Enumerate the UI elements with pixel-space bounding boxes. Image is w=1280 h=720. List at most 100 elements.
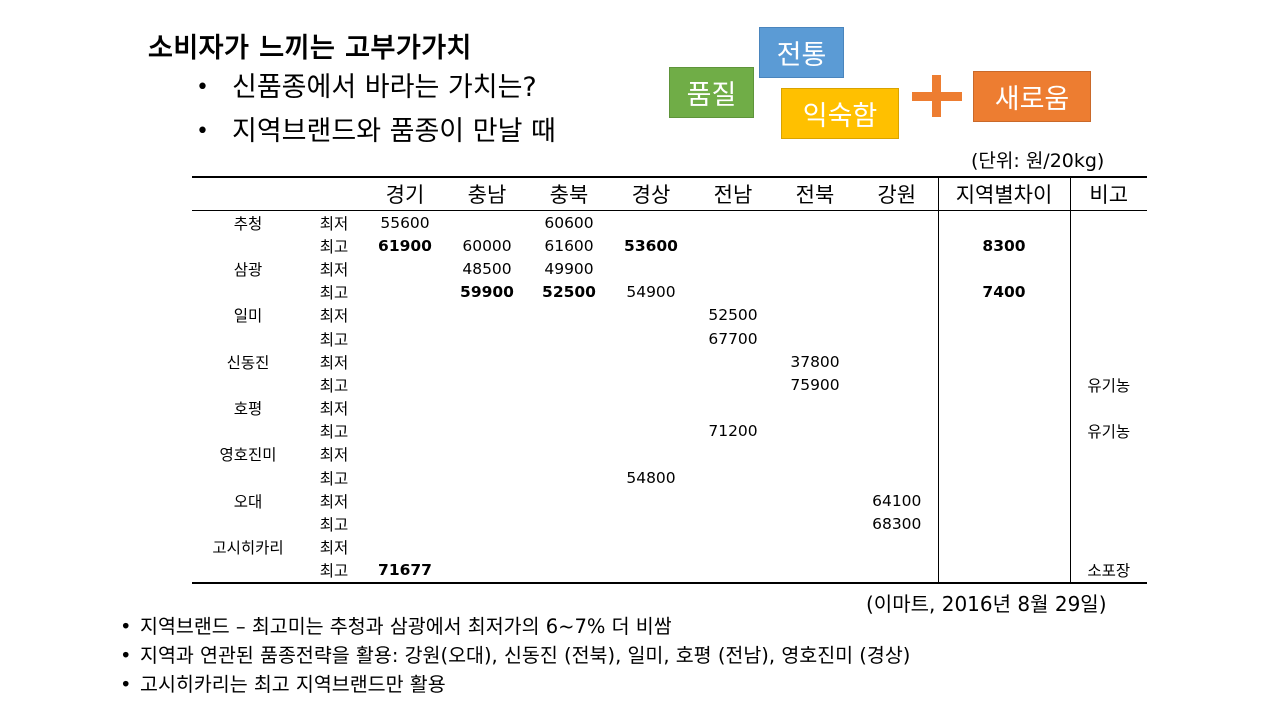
plus-icon bbox=[912, 75, 962, 117]
remark-cell bbox=[1069, 535, 1147, 559]
price-type-cell: 최고 bbox=[319, 562, 349, 581]
price-type-cell: 최고 bbox=[319, 516, 349, 535]
price-type-cell: 최저 bbox=[319, 260, 349, 279]
variety-cell bbox=[192, 466, 304, 489]
price-table: 경기 충남 충북 경상 전남 전북 강원 지역별차이 비고 추청 최저 55600 60600 최고 61… bbox=[192, 176, 1147, 584]
price-cell bbox=[528, 466, 610, 489]
table-row: 최고 59900 52500 54900 7400 bbox=[192, 280, 1147, 304]
price-cell bbox=[446, 512, 528, 535]
price-type-cell: 최저 bbox=[319, 492, 349, 511]
price-cell bbox=[610, 327, 692, 350]
price-cell: 52500 bbox=[542, 283, 596, 302]
table-row: 추청 최저 55600 60600 bbox=[192, 210, 1147, 235]
price-cell: 67700 bbox=[708, 329, 758, 348]
price-cell bbox=[528, 327, 610, 350]
price-cell bbox=[856, 420, 938, 443]
price-type-cell: 최저 bbox=[319, 539, 349, 558]
price-table-container: 경기 충남 충북 경상 전남 전북 강원 지역별차이 비고 추청 최저 55600 60600 최고 61… bbox=[192, 176, 1147, 584]
price-cell bbox=[610, 512, 692, 535]
price-cell bbox=[856, 327, 938, 350]
table-header-cell: 전북 bbox=[795, 183, 835, 207]
table-header-cell: 지역별차이 bbox=[937, 177, 1070, 211]
price-type-cell: 최고 bbox=[319, 376, 349, 395]
bullet-dot-icon: • bbox=[120, 615, 132, 638]
slide-title: 소비자가 느끼는 고부가가치 bbox=[148, 33, 472, 64]
table-row: 최고 71200 유기농 bbox=[192, 419, 1147, 443]
price-cell bbox=[774, 211, 856, 235]
price-type-cell: 최저 bbox=[319, 214, 349, 233]
bottom-bullet-item: • 고시히카리는 최고 지역브랜드만 활용 bbox=[120, 670, 910, 699]
price-cell bbox=[856, 281, 938, 304]
price-cell: 71677 bbox=[378, 561, 432, 580]
bullet-dot-icon: • bbox=[196, 75, 209, 100]
price-cell bbox=[774, 234, 856, 257]
table-header-cell: 경상 bbox=[631, 183, 671, 207]
table-row: 신동진 최저 37800 bbox=[192, 350, 1147, 374]
bottom-bullet-item: • 지역과 연관된 품종전략을 활용: 강원(오대), 신동진 (전북), 일미… bbox=[120, 641, 910, 670]
price-cell bbox=[610, 536, 692, 559]
table-row: 최고 68300 bbox=[192, 512, 1147, 536]
regional-diff-cell: 8300 bbox=[937, 234, 1070, 258]
price-cell: 75900 bbox=[790, 375, 840, 394]
variety-cell: 고시히카리 bbox=[212, 539, 284, 558]
price-cell bbox=[692, 536, 774, 559]
table-header-cell: 전남 bbox=[713, 183, 753, 207]
price-cell: 49900 bbox=[544, 259, 594, 278]
variety-cell bbox=[192, 420, 304, 443]
price-cell bbox=[364, 281, 446, 304]
quality-tag: 품질 bbox=[669, 67, 754, 118]
regional-diff-cell bbox=[937, 396, 1070, 420]
price-cell bbox=[446, 373, 528, 396]
price-cell bbox=[528, 397, 610, 420]
regional-diff-cell bbox=[937, 210, 1070, 235]
familiarity-tag: 익숙함 bbox=[781, 88, 899, 139]
bottom-bullet-text: 지역과 연관된 품종전략을 활용: 강원(오대), 신동진 (전북), 일미, … bbox=[140, 644, 911, 667]
regional-diff-cell bbox=[937, 326, 1070, 351]
price-cell: 71200 bbox=[708, 422, 758, 441]
price-cell bbox=[446, 466, 528, 489]
remark-cell: 유기농 bbox=[1069, 419, 1147, 443]
price-cell bbox=[774, 281, 856, 304]
price-cell bbox=[446, 536, 528, 559]
novelty-tag: 새로움 bbox=[973, 71, 1091, 122]
table-row: 고시히카리 최저 bbox=[192, 535, 1147, 559]
bullet-dot-icon: • bbox=[120, 673, 132, 696]
price-cell bbox=[692, 443, 774, 466]
price-cell bbox=[774, 304, 856, 327]
price-cell: 68300 bbox=[872, 515, 922, 534]
source-note: (이마트, 2016년 8월 29일) bbox=[866, 592, 1107, 616]
price-cell bbox=[774, 559, 856, 583]
variety-cell bbox=[192, 234, 304, 257]
remark-cell: 유기농 bbox=[1069, 373, 1147, 397]
price-cell: 60600 bbox=[544, 213, 594, 232]
price-cell bbox=[364, 257, 446, 280]
price-cell: 37800 bbox=[790, 352, 840, 371]
price-cell bbox=[856, 350, 938, 373]
variety-cell bbox=[192, 281, 304, 304]
price-cell: 54800 bbox=[626, 468, 676, 487]
variety-cell: 영호진미 bbox=[219, 446, 277, 465]
price-cell bbox=[610, 304, 692, 327]
price-cell bbox=[364, 373, 446, 396]
remark-cell bbox=[1069, 350, 1147, 374]
table-header-cell: 충북 bbox=[549, 183, 589, 207]
table-row: 최고 54800 bbox=[192, 466, 1147, 490]
variety-cell: 오대 bbox=[233, 492, 263, 511]
table-row: 최고 75900 유기농 bbox=[192, 373, 1147, 397]
unit-note: (단위: 원/20kg) bbox=[971, 150, 1105, 172]
price-type-cell: 최저 bbox=[319, 446, 349, 465]
price-cell bbox=[856, 257, 938, 280]
price-cell bbox=[856, 304, 938, 327]
price-cell bbox=[364, 397, 446, 420]
price-cell bbox=[528, 536, 610, 559]
price-type-cell: 최저 bbox=[319, 353, 349, 372]
price-cell bbox=[774, 327, 856, 350]
price-cell bbox=[364, 443, 446, 466]
price-cell bbox=[610, 397, 692, 420]
price-cell bbox=[774, 257, 856, 280]
table-header-row: 경기 충남 충북 경상 전남 전북 강원 지역별차이 비고 bbox=[192, 177, 1147, 211]
price-cell bbox=[610, 489, 692, 512]
price-cell bbox=[364, 350, 446, 373]
regional-diff-cell bbox=[937, 512, 1070, 536]
price-cell bbox=[446, 420, 528, 443]
